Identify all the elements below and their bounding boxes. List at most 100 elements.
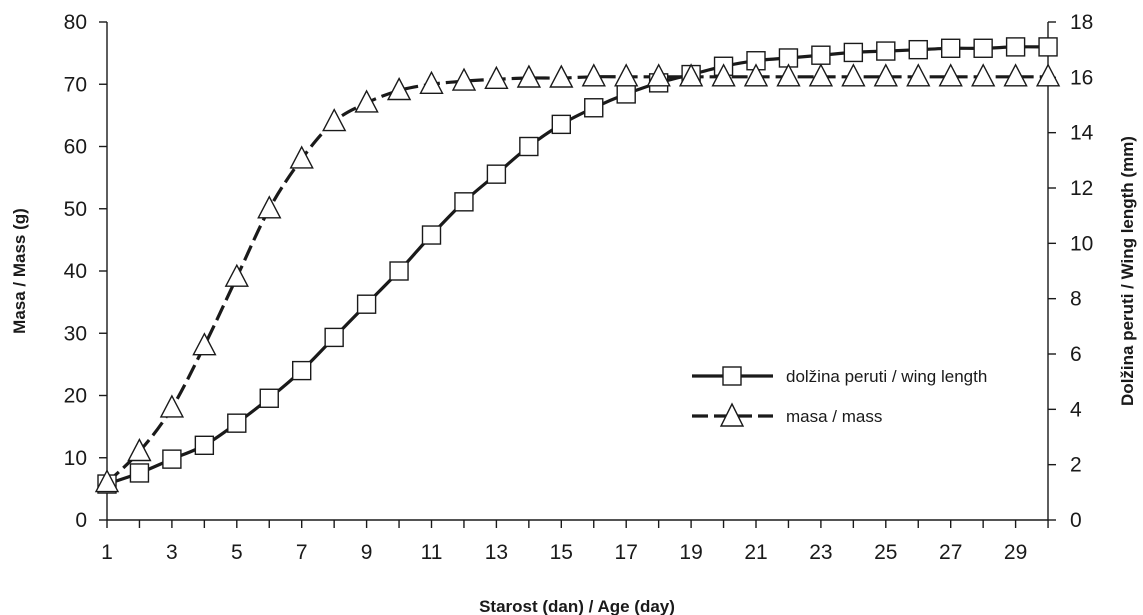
point-marker-wing-length bbox=[1038, 37, 1058, 57]
point-marker-wing-length bbox=[908, 39, 928, 60]
x-axis-title: Starost (dan) / Age (day) bbox=[479, 597, 675, 615]
x-tick-label: 3 bbox=[166, 541, 178, 564]
point-marker-wing-length bbox=[421, 225, 442, 245]
point-marker-wing-length bbox=[1005, 37, 1026, 57]
legend-item-wing-length: dolžina peruti / wing length bbox=[692, 366, 987, 386]
x-axis-ticks: 1 3 5 7 9 11 13 15 17 19 21 23 25 27 29 bbox=[101, 520, 1049, 564]
x-tick-label: 19 bbox=[679, 541, 702, 564]
right-tick-label: 16 bbox=[1070, 66, 1093, 89]
point-marker-mass bbox=[743, 63, 769, 87]
point-marker-mass bbox=[841, 63, 866, 87]
series-markers bbox=[94, 37, 1061, 494]
point-marker-mass bbox=[711, 63, 736, 87]
left-tick-label: 80 bbox=[64, 11, 87, 34]
series-lines bbox=[105, 45, 1049, 486]
right-tick-label: 2 bbox=[1070, 454, 1082, 477]
legend-label-mass: masa / mass bbox=[786, 407, 882, 426]
point-marker-mass bbox=[808, 63, 834, 87]
point-marker-mass bbox=[516, 64, 542, 88]
point-marker-wing-length bbox=[616, 84, 636, 104]
point-marker-mass bbox=[94, 469, 120, 493]
point-marker-mass bbox=[873, 63, 898, 87]
point-marker-wing-length bbox=[486, 164, 507, 184]
point-marker-mass bbox=[971, 63, 996, 87]
point-marker-mass bbox=[322, 108, 347, 132]
point-marker-mass bbox=[192, 332, 217, 356]
point-marker-wing-length bbox=[811, 45, 831, 65]
point-marker-wing-length bbox=[973, 38, 993, 58]
point-marker-mass bbox=[614, 63, 639, 87]
point-marker-wing-length bbox=[259, 388, 279, 408]
left-tick-label: 0 bbox=[75, 509, 87, 532]
point-marker-wing-length bbox=[324, 327, 344, 348]
legend: dolžina peruti / wing length masa / mass bbox=[692, 366, 987, 427]
point-marker-wing-length bbox=[356, 294, 377, 314]
point-marker-wing-length bbox=[551, 114, 571, 135]
right-tick-label: 12 bbox=[1070, 177, 1093, 200]
point-marker-wing-length bbox=[454, 192, 474, 212]
legend-triangle-marker-icon bbox=[719, 402, 745, 427]
right-tick-label: 8 bbox=[1070, 288, 1082, 311]
left-tick-label: 70 bbox=[64, 73, 87, 96]
x-tick-label: 27 bbox=[939, 541, 962, 564]
x-tick-label: 9 bbox=[361, 541, 373, 564]
right-tick-label: 6 bbox=[1070, 343, 1082, 366]
right-axis-ticks: 0 2 4 6 8 10 12 14 16 18 bbox=[1048, 11, 1094, 532]
point-marker-mass bbox=[581, 63, 606, 87]
x-tick-label: 5 bbox=[231, 541, 243, 564]
legend-item-mass: masa / mass bbox=[692, 402, 882, 427]
left-tick-label: 40 bbox=[64, 260, 87, 283]
point-marker-mass bbox=[1003, 63, 1028, 87]
series-line-wing-length bbox=[106, 45, 1049, 486]
series-line-mass bbox=[105, 75, 1049, 484]
left-tick-label: 10 bbox=[64, 447, 87, 470]
right-tick-label: 10 bbox=[1070, 232, 1093, 255]
left-axis-title: Masa / Mass (g) bbox=[10, 208, 29, 334]
left-tick-label: 50 bbox=[64, 198, 87, 221]
x-tick-label: 17 bbox=[615, 541, 638, 564]
point-marker-wing-length bbox=[876, 41, 896, 61]
point-marker-wing-length bbox=[584, 98, 604, 118]
point-marker-mass bbox=[386, 76, 412, 101]
point-marker-mass bbox=[159, 394, 185, 418]
right-tick-label: 4 bbox=[1070, 398, 1082, 421]
point-marker-mass bbox=[451, 67, 477, 91]
point-marker-mass bbox=[776, 63, 801, 87]
point-marker-mass bbox=[938, 63, 963, 87]
right-axis-title: Dolžina peruti / Wing length (mm) bbox=[1118, 136, 1137, 406]
point-marker-mass bbox=[1035, 63, 1061, 87]
point-marker-mass bbox=[678, 63, 704, 87]
point-marker-mass bbox=[289, 145, 314, 169]
left-axis-ticks: 0 10 20 30 40 50 60 70 80 bbox=[64, 11, 107, 532]
point-marker-wing-length bbox=[162, 449, 182, 469]
point-marker-mass bbox=[906, 63, 931, 87]
point-marker-mass bbox=[224, 263, 249, 287]
right-tick-label: 14 bbox=[1070, 122, 1094, 145]
point-marker-wing-length bbox=[389, 261, 409, 281]
legend-square-marker-icon bbox=[722, 366, 742, 386]
legend-label-wing-length: dolžina peruti / wing length bbox=[786, 367, 987, 386]
right-tick-label: 0 bbox=[1070, 509, 1082, 532]
x-tick-label: 25 bbox=[874, 541, 897, 564]
point-marker-wing-length bbox=[227, 413, 247, 433]
x-tick-label: 7 bbox=[296, 541, 308, 564]
left-tick-label: 30 bbox=[64, 322, 87, 345]
point-marker-wing-length bbox=[941, 38, 961, 58]
point-marker-wing-length bbox=[194, 435, 215, 455]
x-tick-label: 1 bbox=[101, 541, 113, 564]
x-tick-label: 11 bbox=[421, 541, 443, 564]
x-tick-label: 13 bbox=[485, 541, 508, 564]
point-marker-mass bbox=[646, 63, 671, 87]
point-marker-mass bbox=[484, 65, 509, 90]
point-marker-wing-length bbox=[843, 42, 864, 63]
point-marker-mass bbox=[419, 70, 444, 95]
left-tick-label: 20 bbox=[64, 385, 87, 408]
point-marker-mass bbox=[257, 195, 282, 219]
point-marker-wing-length bbox=[292, 360, 312, 381]
x-tick-label: 21 bbox=[744, 541, 767, 564]
left-tick-label: 60 bbox=[64, 136, 87, 159]
x-tick-label: 15 bbox=[550, 541, 573, 564]
x-tick-label: 29 bbox=[1004, 541, 1027, 564]
point-marker-wing-length bbox=[129, 463, 150, 483]
